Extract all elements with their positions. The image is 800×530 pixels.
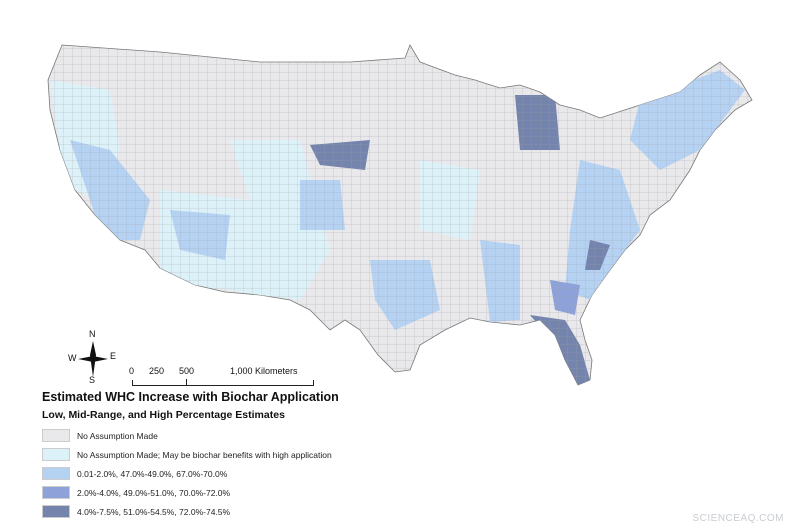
compass-n: N — [89, 329, 96, 339]
legend: Estimated WHC Increase with Biochar Appl… — [42, 390, 339, 521]
legend-label: 2.0%-4.0%, 49.0%-51.0%, 70.0%-72.0% — [77, 487, 231, 498]
legend-label: 0.01-2.0%, 47.0%-49.0%, 67.0%-70.0% — [77, 468, 228, 479]
legend-item: 0.01-2.0%, 47.0%-49.0%, 67.0%-70.0% — [42, 464, 339, 483]
legend-item: 4.0%-7.5%, 51.0%-54.5%, 72.0%-74.5% — [42, 502, 339, 521]
legend-item: No Assumption Made — [42, 426, 339, 445]
legend-label: No Assumption Made — [77, 430, 158, 441]
legend-label: 4.0%-7.5%, 51.0%-54.5%, 72.0%-74.5% — [77, 506, 231, 517]
shaded-region — [50, 40, 800, 44]
legend-label: No Assumption Made; May be biochar benef… — [77, 449, 332, 460]
legend-title: Estimated WHC Increase with Biochar Appl… — [42, 390, 339, 404]
compass-rose: N S W E — [66, 329, 126, 385]
compass-s: S — [89, 375, 96, 385]
scale-bar: 0 250 500 1,000 Kilometers — [127, 366, 357, 386]
county-grid — [48, 45, 752, 385]
scale-tick-500: 500 — [179, 366, 195, 376]
legend-swatch — [42, 429, 70, 442]
legend-item: No Assumption Made; May be biochar benef… — [42, 445, 339, 464]
compass-icon — [78, 341, 108, 377]
legend-swatch — [42, 448, 70, 461]
scale-tick-250: 250 — [149, 366, 165, 376]
watermark: SCIENCEAQ.COM — [692, 513, 784, 524]
legend-swatch — [42, 486, 70, 499]
legend-item: 2.0%-4.0%, 49.0%-51.0%, 70.0%-72.0% — [42, 483, 339, 502]
legend-swatch — [42, 505, 70, 518]
compass-e: E — [110, 351, 117, 361]
scale-tick-1000: 1,000 Kilometers — [230, 366, 298, 376]
legend-swatch — [42, 467, 70, 480]
compass-w: W — [68, 353, 77, 363]
legend-subtitle: Low, Mid-Range, and High Percentage Esti… — [42, 409, 285, 421]
scale-tick-0: 0 — [129, 366, 135, 376]
